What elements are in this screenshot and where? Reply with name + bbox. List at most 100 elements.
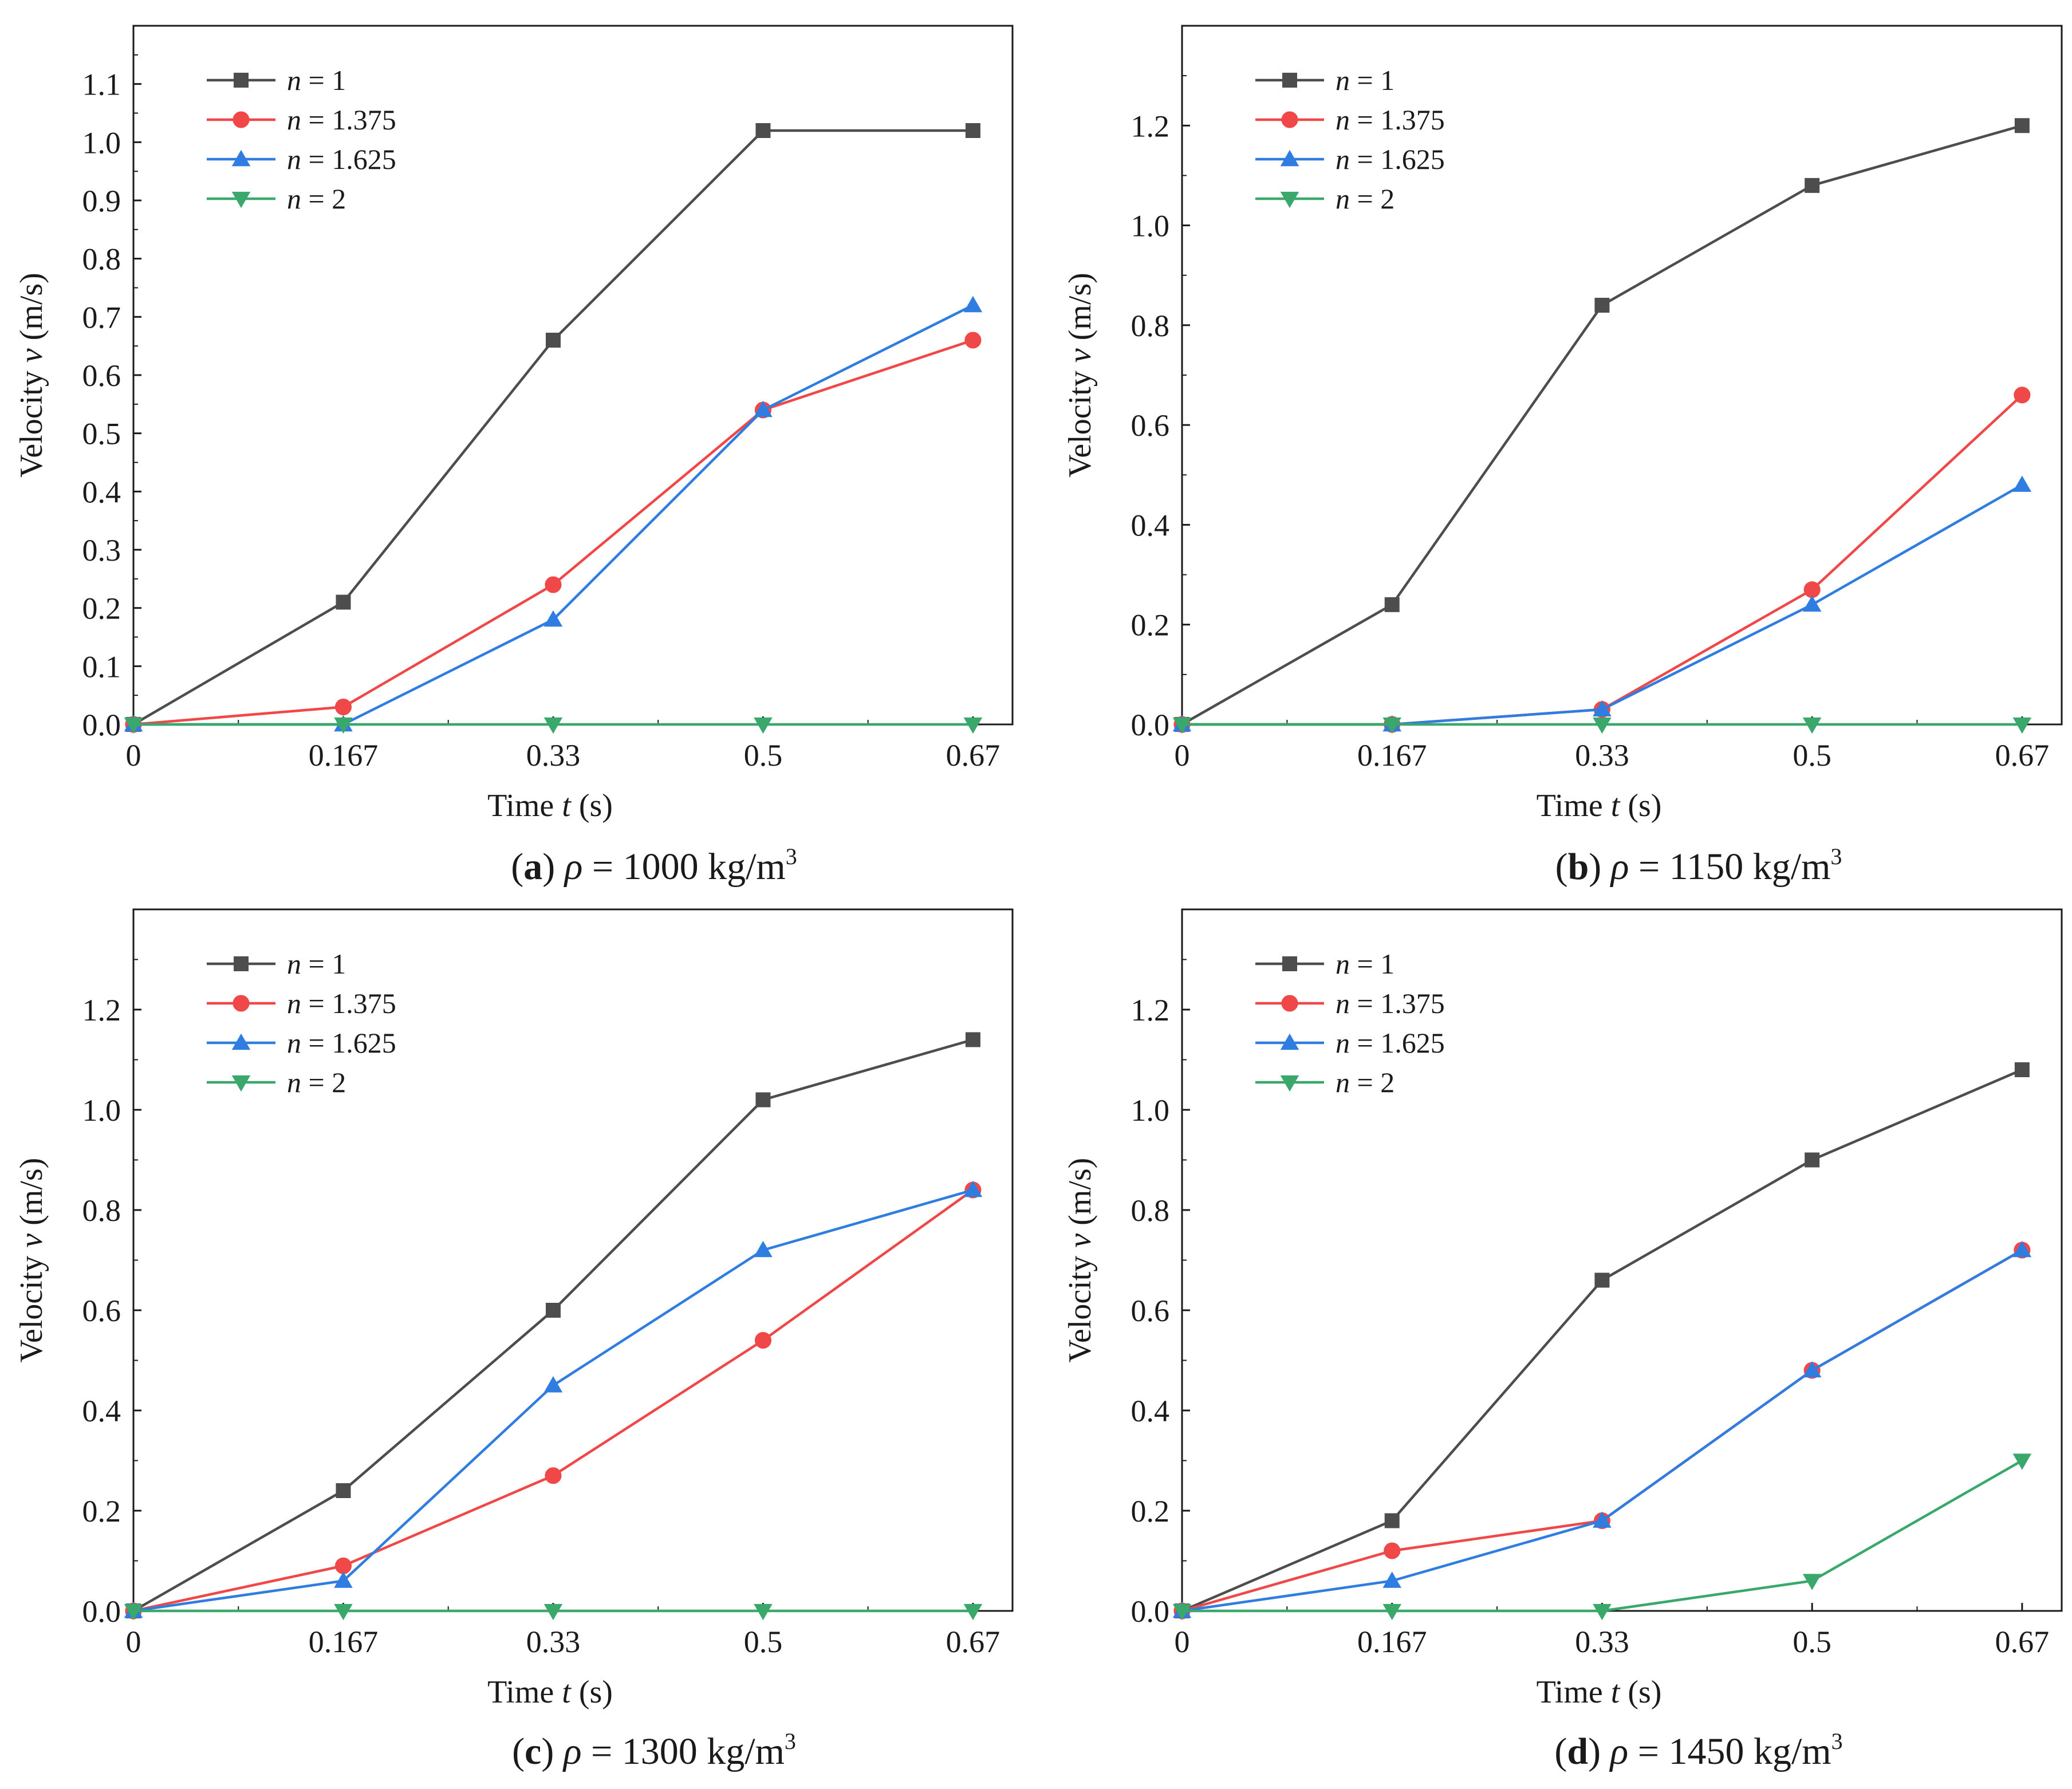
x-tick-label: 0.5 xyxy=(1793,1625,1831,1659)
series-2 xyxy=(1173,1242,2031,1619)
series-4 xyxy=(1172,717,2032,734)
data-point xyxy=(1593,717,1612,734)
legend-label: n = 1.375 xyxy=(287,987,396,1019)
y-tick-label: 1.0 xyxy=(82,1093,121,1128)
series-1 xyxy=(126,1032,980,1618)
x-tick-label: 0.33 xyxy=(1575,738,1629,773)
y-tick-label: 0.6 xyxy=(82,358,121,393)
data-point xyxy=(755,1092,771,1108)
legend: n = 1 n = 1.375 n = 1.625 n = 2 xyxy=(207,948,396,1098)
data-point xyxy=(755,123,771,138)
data-point xyxy=(336,1483,351,1498)
y-tick-label: 0.0 xyxy=(82,708,121,742)
x-tick-label: 0.167 xyxy=(309,738,379,773)
y-tick-label: 1.1 xyxy=(82,68,121,102)
series-2 xyxy=(1173,387,2031,733)
data-point xyxy=(754,717,773,734)
data-point xyxy=(2014,387,2031,404)
y-tick-label: 1.2 xyxy=(1131,109,1170,143)
data-point xyxy=(963,717,983,734)
data-point xyxy=(2012,475,2032,492)
y-tick-label: 1.2 xyxy=(1131,993,1170,1027)
data-point xyxy=(1803,581,1821,598)
y-tick-label: 0.6 xyxy=(1131,1294,1170,1328)
data-point xyxy=(1382,1571,1401,1588)
legend-marker xyxy=(1280,149,1299,167)
legend-marker xyxy=(231,149,251,167)
data-point xyxy=(754,400,773,417)
data-point xyxy=(754,1331,772,1349)
data-point xyxy=(543,1376,563,1393)
data-point xyxy=(2012,717,2032,734)
data-point xyxy=(1802,717,1822,734)
data-point xyxy=(545,576,562,593)
x-axis-title: Time t (s) xyxy=(1537,788,1662,823)
y-tick-label: 0.0 xyxy=(82,1594,121,1629)
y-tick-label: 1.0 xyxy=(1131,209,1170,243)
x-tick-label: 0.5 xyxy=(744,1625,783,1659)
series-line xyxy=(133,304,974,726)
legend: n = 1 n = 1.375 n = 1.625 n = 2 xyxy=(1255,948,1445,1098)
legend-marker xyxy=(233,995,250,1012)
series-1 xyxy=(1175,1062,2030,1618)
data-point xyxy=(1805,178,1820,193)
x-axis-title: Time t (s) xyxy=(487,788,613,823)
x-tick-label: 0.67 xyxy=(1995,1625,2050,1659)
y-tick-label: 1.2 xyxy=(82,993,121,1027)
data-point xyxy=(1384,1513,1400,1528)
x-tick-label: 0.33 xyxy=(526,738,581,773)
legend-label: n = 1.625 xyxy=(1336,143,1445,175)
legend-marker xyxy=(233,111,250,128)
data-point xyxy=(336,594,351,610)
x-tick-label: 0 xyxy=(126,1625,141,1659)
legend-label: n = 1.625 xyxy=(1336,1027,1445,1059)
panel-caption: (a) ρ = 1000 kg/m3 xyxy=(511,844,797,888)
legend-marker xyxy=(234,956,249,971)
y-axis-title: Velocity v (m/s) xyxy=(14,273,49,478)
legend-marker xyxy=(231,1033,251,1050)
data-point xyxy=(1382,1603,1401,1621)
panel-caption: (d) ρ = 1450 kg/m3 xyxy=(1554,1728,1842,1772)
data-point xyxy=(963,1603,983,1621)
data-point xyxy=(754,1603,773,1621)
chart-panel-d: 0.0 0.2 0.4 0.6 0.8 1.0 1.2 0 0.167 0.33 0.5 0.67 Ti… xyxy=(1062,908,2063,1710)
legend-marker xyxy=(1280,1033,1299,1050)
plot-frame xyxy=(1181,25,2063,726)
y-tick-label: 0.4 xyxy=(82,475,121,509)
data-point xyxy=(1593,700,1612,717)
series-3 xyxy=(1172,1240,2032,1618)
series-1 xyxy=(126,123,980,732)
series-2 xyxy=(125,1181,982,1619)
x-tick-label: 0 xyxy=(126,738,141,773)
data-point xyxy=(334,717,353,734)
legend-marker xyxy=(1282,73,1297,88)
legend-marker xyxy=(231,191,251,208)
plot-frame xyxy=(132,908,1014,1612)
data-point xyxy=(334,1603,353,1621)
legend-marker xyxy=(1280,191,1299,208)
data-point xyxy=(1172,717,1192,734)
data-point xyxy=(124,1603,143,1621)
data-point xyxy=(545,333,561,348)
y-axis-title: Velocity v (m/s) xyxy=(14,1158,49,1363)
x-tick-label: 0.67 xyxy=(946,738,1000,773)
series-line xyxy=(132,1038,974,1612)
y-tick-label: 0.2 xyxy=(82,592,121,626)
x-tick-label: 0.167 xyxy=(309,1625,379,1659)
data-point xyxy=(965,1032,980,1047)
chart-panel-a: 0.0 0.1 0.2 0.3 0.4 0.5 0.6 0.7 0.8 0.9 1.0 1.1 0 0.1… xyxy=(14,25,1014,823)
series-line xyxy=(1182,394,2023,726)
y-tick-label: 1.0 xyxy=(82,125,121,160)
y-axis-title: Velocity v (m/s) xyxy=(1062,273,1098,478)
x-tick-label: 0.67 xyxy=(946,1625,1000,1659)
y-tick-label: 0.7 xyxy=(82,300,121,334)
panel-caption: (c) ρ = 1300 kg/m3 xyxy=(512,1728,796,1772)
data-point xyxy=(543,610,563,627)
data-point xyxy=(965,123,980,138)
legend-marker xyxy=(1281,995,1298,1012)
legend-label: n = 2 xyxy=(1336,183,1395,215)
data-point xyxy=(1382,717,1401,734)
y-tick-label: 0.4 xyxy=(82,1394,121,1428)
data-point xyxy=(964,332,982,349)
